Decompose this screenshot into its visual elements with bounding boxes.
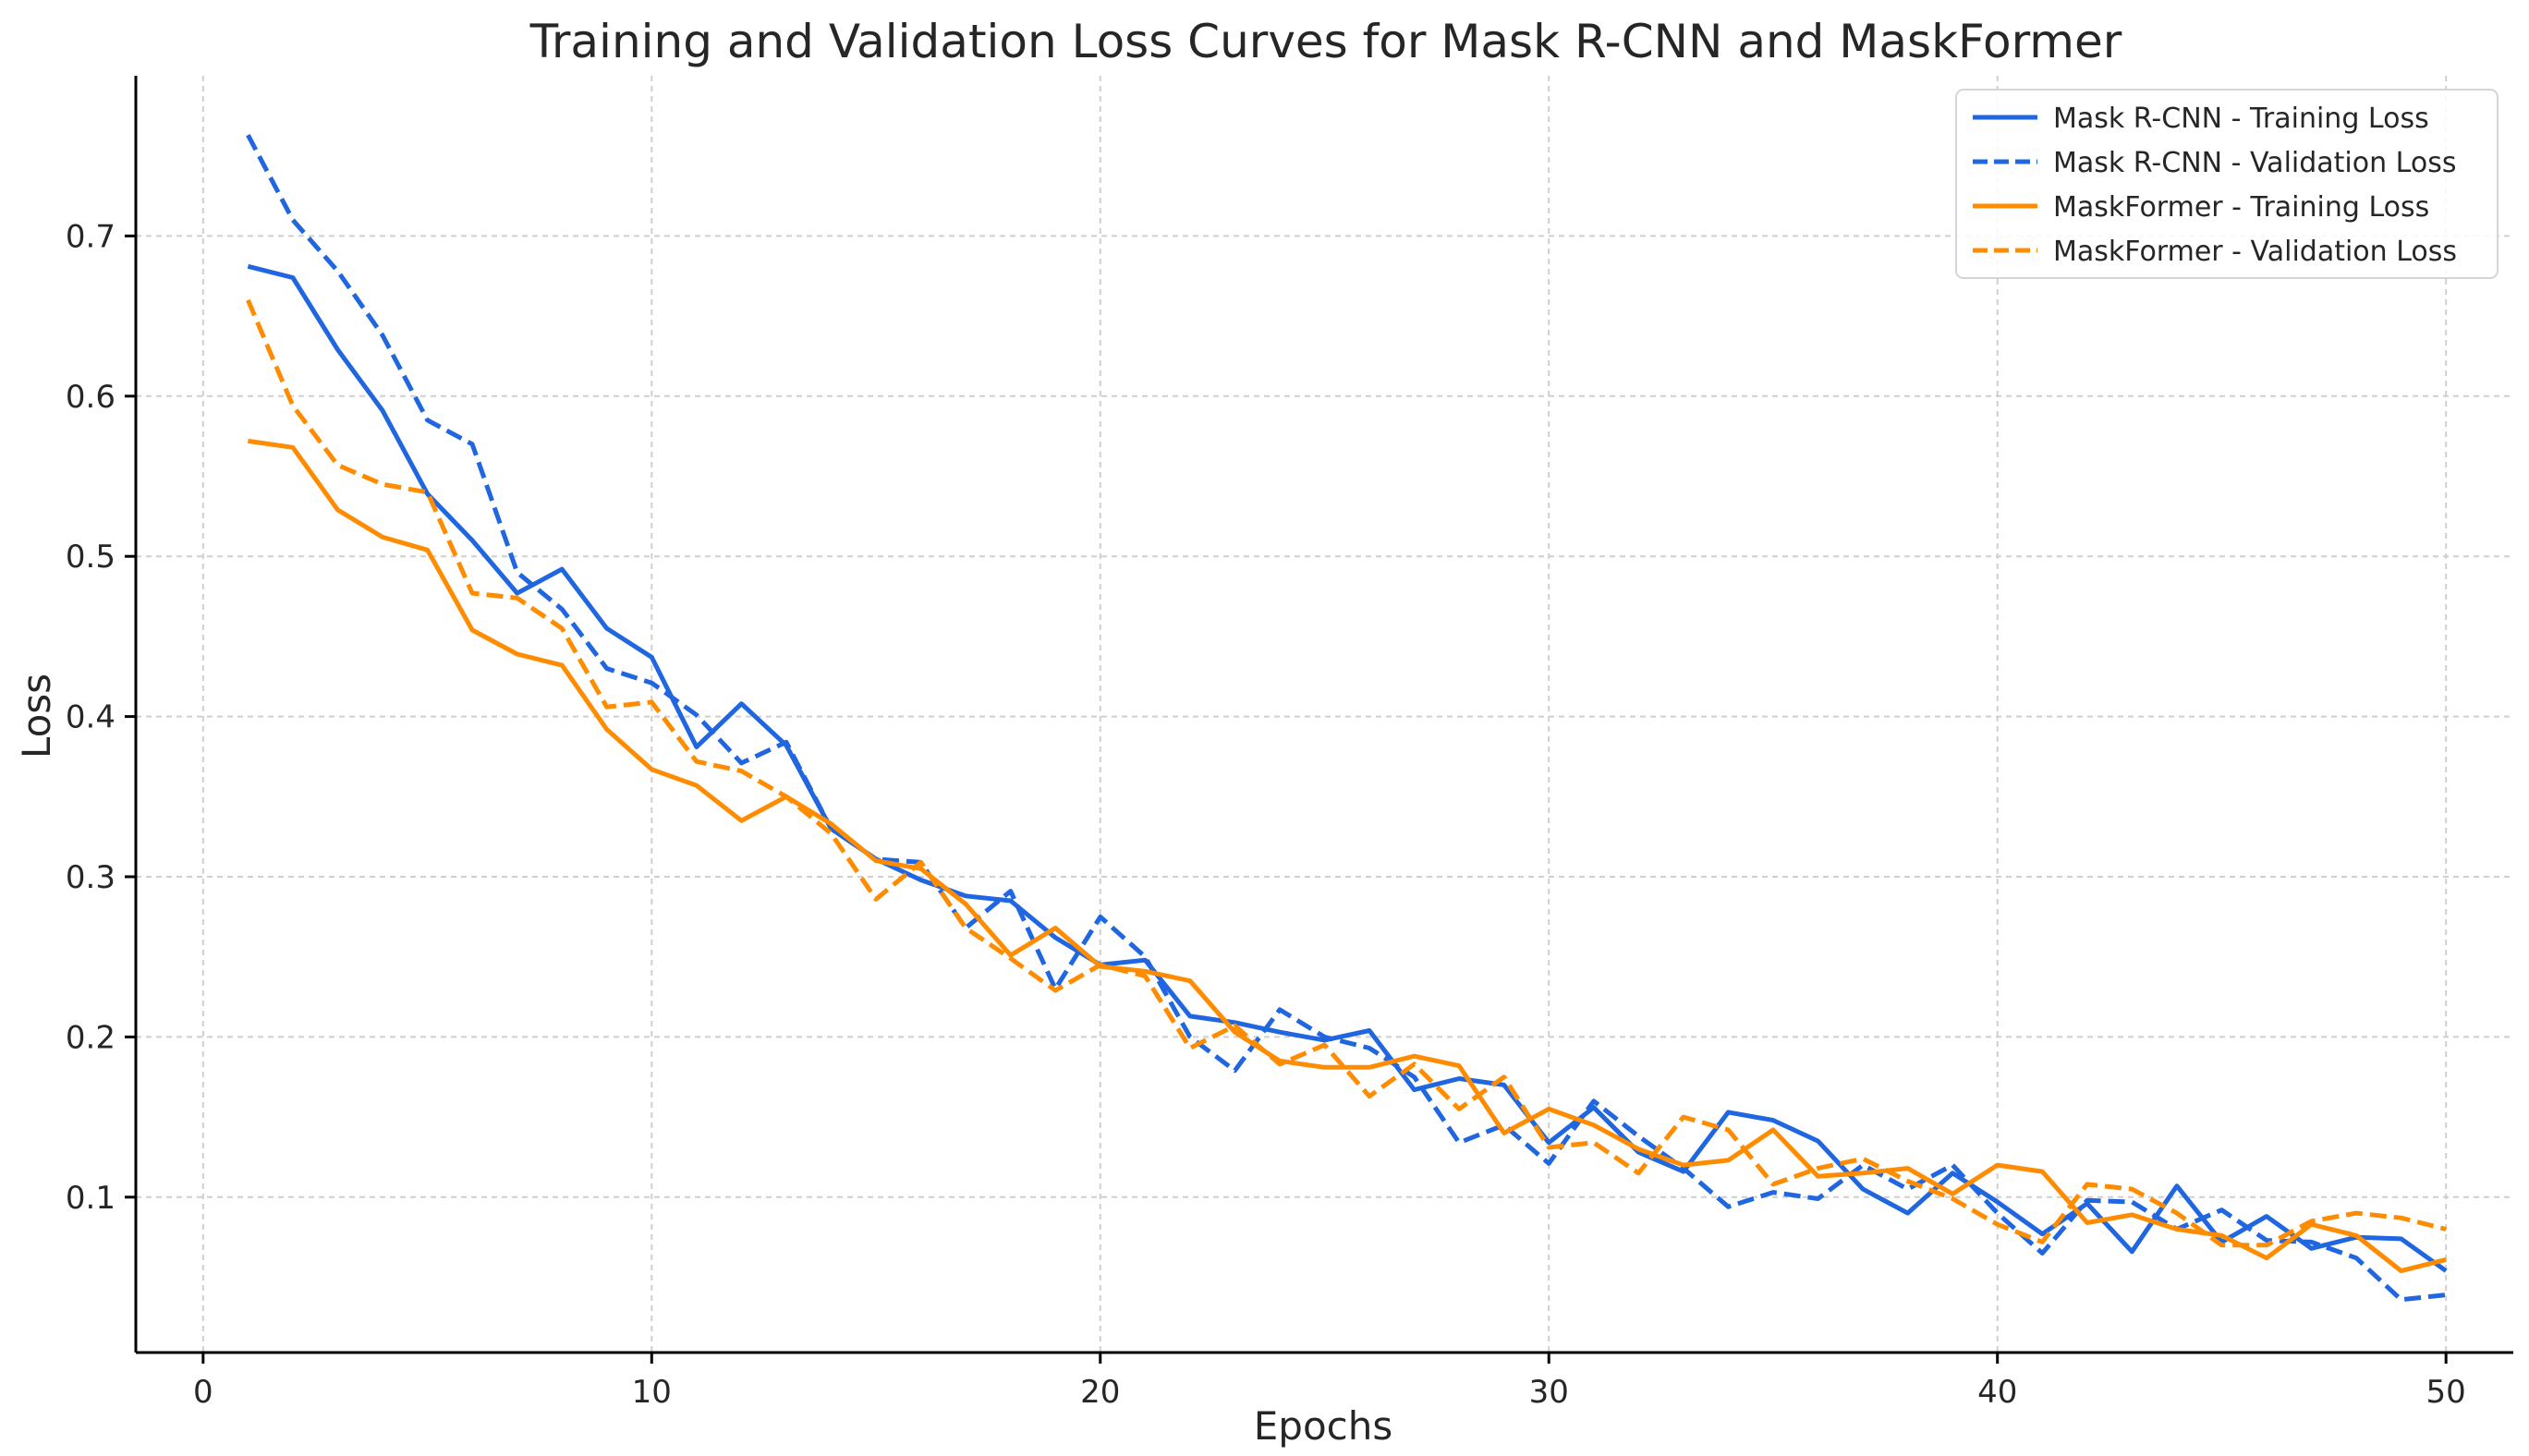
x-tick-label: 30 xyxy=(1529,1374,1569,1411)
legend-label: Mask R-CNN - Validation Loss xyxy=(2053,147,2456,179)
legend: Mask R-CNN - Training Loss Mask R-CNN - V… xyxy=(1955,89,2499,279)
series-line-maskformer-validation-loss xyxy=(246,298,2447,1248)
chart-title: Training and Validation Loss Curves for … xyxy=(529,15,2122,68)
series-line-mask-r-cnn-training-loss xyxy=(247,263,2448,1273)
y-tick-label: 0.5 xyxy=(66,539,116,576)
legend-box xyxy=(1955,89,2499,279)
axes xyxy=(134,76,2513,1354)
y-tick-label: 0.7 xyxy=(66,218,116,255)
ticks: 0 10 20 30 40 50 0.1 0.2 0.3 0.4 0.5 0.6 0.7 xyxy=(66,218,2466,1411)
x-tick-label: 40 xyxy=(1977,1374,2017,1411)
y-tick-label: 0.4 xyxy=(66,699,116,736)
y-tick-label: 0.6 xyxy=(66,379,116,416)
y-tick-label: 0.1 xyxy=(66,1180,116,1217)
y-tick-label: 0.2 xyxy=(66,1019,116,1056)
x-tick-label: 10 xyxy=(632,1374,672,1411)
x-tick-label: 0 xyxy=(193,1374,213,1411)
x-tick-label: 20 xyxy=(1080,1374,1120,1411)
series-lines xyxy=(246,134,2448,1303)
y-axis-label: Loss xyxy=(14,673,59,758)
legend-label: Mask R-CNN - Training Loss xyxy=(2053,103,2429,135)
legend-label: MaskFormer - Training Loss xyxy=(2053,191,2429,224)
x-axis-label: Epochs xyxy=(1254,1403,1393,1449)
series-line-maskformer-training-loss xyxy=(248,438,2447,1274)
y-tick-label: 0.3 xyxy=(66,859,116,896)
legend-label: MaskFormer - Validation Loss xyxy=(2053,236,2457,268)
series-line-mask-r-cnn-validation-loss xyxy=(246,134,2447,1303)
x-tick-label: 50 xyxy=(2426,1374,2466,1411)
